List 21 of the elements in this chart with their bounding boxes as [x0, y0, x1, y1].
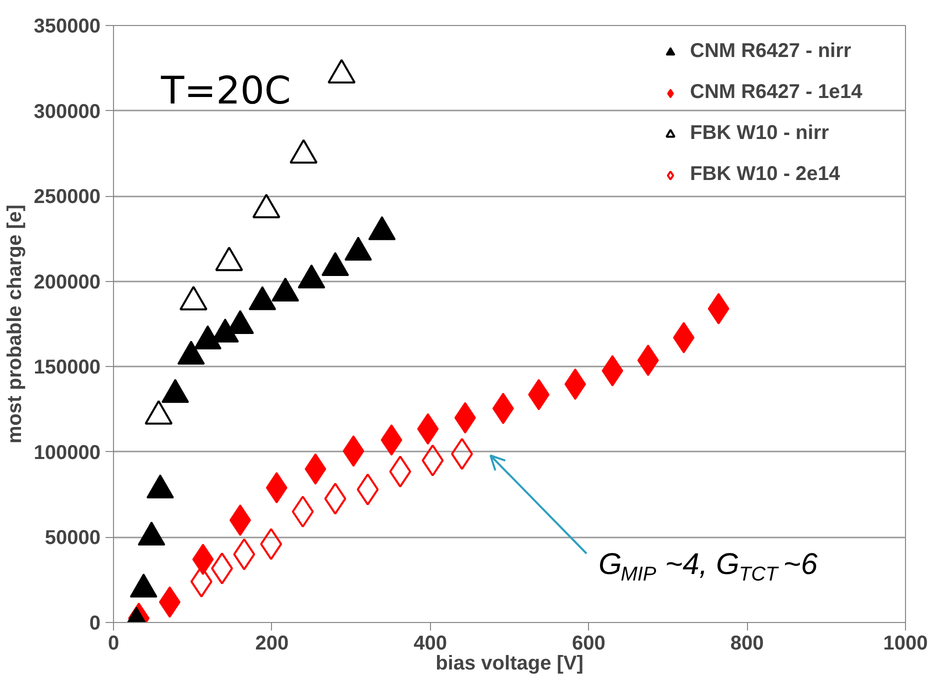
- x-tick-label: 0: [108, 632, 120, 654]
- x-tick-label: 1000: [883, 632, 928, 654]
- y-tick-label: 150000: [34, 356, 101, 379]
- x-tick-label: 400: [414, 632, 447, 654]
- annotation: T=20C: [160, 68, 291, 112]
- y-tick-label: 0: [89, 612, 100, 634]
- legend-label: FBK W10 - 2e14: [690, 163, 842, 186]
- y-axis-title: most probable charge [e]: [4, 204, 26, 444]
- y-tick-label: 50000: [44, 527, 101, 550]
- legend-label: CNM R6427 - 1e14: [690, 81, 864, 104]
- y-tick-label: 100000: [34, 442, 101, 464]
- y-tick-label: 350000: [34, 16, 101, 38]
- legend-label: FBK W10 - nirr: [690, 122, 830, 145]
- x-axis-title: bias voltage [V]: [436, 652, 584, 674]
- y-tick-label: 200000: [34, 271, 101, 294]
- legend-label: CNM R6427 - nirr: [690, 40, 852, 63]
- x-tick-label: 800: [730, 632, 764, 654]
- y-tick-label: 300000: [34, 100, 101, 123]
- y-tick-label: 250000: [34, 186, 101, 208]
- x-tick-label: 600: [572, 632, 606, 654]
- x-tick-label: 200: [255, 632, 289, 654]
